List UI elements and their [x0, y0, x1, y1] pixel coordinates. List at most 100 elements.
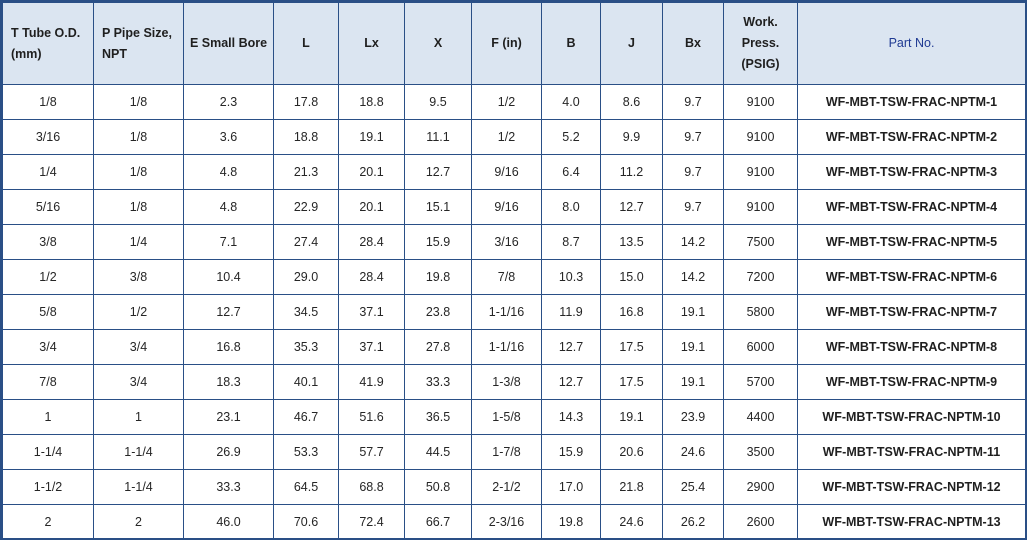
cell-f: 1-1/16 [471, 294, 542, 330]
cell-f: 9/16 [471, 154, 542, 190]
cell-work-press: 9100 [723, 154, 798, 190]
header-text: (PSIG) [741, 57, 780, 71]
cell-small-bore: 16.8 [183, 329, 274, 365]
cell-work-press: 9100 [723, 84, 798, 120]
cell-part-no: WF-MBT-TSW-FRAC-NPTM-5 [797, 224, 1026, 260]
cell-x: 9.5 [404, 84, 472, 120]
cell-tube-od: 1 [2, 399, 94, 435]
cell-x: 19.8 [404, 259, 472, 295]
header-text: NPT [102, 46, 127, 61]
cell-f: 3/16 [471, 224, 542, 260]
cell-pipe-size: 2 [93, 504, 184, 540]
cell-pipe-size: 1/2 [93, 294, 184, 330]
cell-x: 66.7 [404, 504, 472, 540]
cell-work-press: 7500 [723, 224, 798, 260]
col-header-work-press: Work. Press. (PSIG) [723, 2, 798, 85]
cell-bx: 9.7 [662, 154, 724, 190]
cell-part-no: WF-MBT-TSW-FRAC-NPTM-12 [797, 469, 1026, 505]
header-row: T Tube O.D. (mm) P Pipe Size, NPT E Smal… [2, 2, 1026, 85]
table-row: 1-1/4 1-1/4 26.9 53.3 57.7 44.5 1-7/8 15.9 20.6 2… [2, 434, 1026, 470]
table-row: 5/8 1/2 12.7 34.5 37.1 23.8 1-1/16 11.9 16.8 19.1… [2, 294, 1026, 330]
cell-small-bore: 4.8 [183, 154, 274, 190]
cell-f: 1/2 [471, 119, 542, 155]
cell-x: 50.8 [404, 469, 472, 505]
cell-lx: 19.1 [338, 119, 405, 155]
cell-tube-od: 1/8 [2, 84, 94, 120]
cell-small-bore: 4.8 [183, 189, 274, 225]
cell-f: 1/2 [471, 84, 542, 120]
cell-j: 12.7 [600, 189, 663, 225]
table-row: 3/16 1/8 3.6 18.8 19.1 11.1 1/2 5.2 9.9 9.7 9100 WF… [2, 119, 1026, 155]
cell-b: 14.3 [541, 399, 601, 435]
cell-f: 1-5/8 [471, 399, 542, 435]
col-header-tube-od: T Tube O.D. (mm) [2, 2, 94, 85]
cell-part-no: WF-MBT-TSW-FRAC-NPTM-8 [797, 329, 1026, 365]
cell-bx: 9.7 [662, 119, 724, 155]
table-body: 1/8 1/8 2.3 17.8 18.8 9.5 1/2 4.0 8.6 9.7 9100 WF-M… [2, 84, 1026, 540]
cell-j: 24.6 [600, 504, 663, 540]
cell-small-bore: 18.3 [183, 364, 274, 400]
cell-bx: 9.7 [662, 189, 724, 225]
cell-l: 17.8 [273, 84, 339, 120]
cell-x: 12.7 [404, 154, 472, 190]
cell-pipe-size: 1 [93, 399, 184, 435]
cell-f: 1-7/8 [471, 434, 542, 470]
cell-small-bore: 23.1 [183, 399, 274, 435]
cell-l: 21.3 [273, 154, 339, 190]
cell-lx: 37.1 [338, 294, 405, 330]
header-text: T Tube O.D. [11, 25, 81, 40]
cell-pipe-size: 1/8 [93, 119, 184, 155]
cell-b: 8.7 [541, 224, 601, 260]
cell-l: 70.6 [273, 504, 339, 540]
cell-j: 13.5 [600, 224, 663, 260]
cell-pipe-size: 1/8 [93, 84, 184, 120]
cell-pipe-size: 1-1/4 [93, 469, 184, 505]
cell-tube-od: 1/2 [2, 259, 94, 295]
cell-tube-od: 1/4 [2, 154, 94, 190]
cell-x: 33.3 [404, 364, 472, 400]
cell-work-press: 4400 [723, 399, 798, 435]
cell-j: 9.9 [600, 119, 663, 155]
cell-lx: 18.8 [338, 84, 405, 120]
cell-l: 64.5 [273, 469, 339, 505]
cell-f: 1-3/8 [471, 364, 542, 400]
cell-part-no: WF-MBT-TSW-FRAC-NPTM-11 [797, 434, 1026, 470]
cell-pipe-size: 1/8 [93, 154, 184, 190]
cell-pipe-size: 3/4 [93, 364, 184, 400]
cell-part-no: WF-MBT-TSW-FRAC-NPTM-3 [797, 154, 1026, 190]
cell-j: 17.5 [600, 364, 663, 400]
cell-small-bore: 12.7 [183, 294, 274, 330]
cell-part-no: WF-MBT-TSW-FRAC-NPTM-6 [797, 259, 1026, 295]
cell-b: 5.2 [541, 119, 601, 155]
cell-b: 19.8 [541, 504, 601, 540]
header-text: Part No. [888, 36, 935, 50]
cell-small-bore: 2.3 [183, 84, 274, 120]
cell-tube-od: 3/16 [2, 119, 94, 155]
cell-tube-od: 7/8 [2, 364, 94, 400]
cell-small-bore: 3.6 [183, 119, 274, 155]
cell-l: 27.4 [273, 224, 339, 260]
cell-l: 53.3 [273, 434, 339, 470]
cell-part-no: WF-MBT-TSW-FRAC-NPTM-13 [797, 504, 1026, 540]
cell-pipe-size: 1/8 [93, 189, 184, 225]
header-text: B [566, 36, 576, 50]
table-row: 1 1 23.1 46.7 51.6 36.5 1-5/8 14.3 19.1 23.9 4400 W… [2, 399, 1026, 435]
col-header-f: F (in) [471, 2, 542, 85]
cell-x: 15.9 [404, 224, 472, 260]
table-row: 1/8 1/8 2.3 17.8 18.8 9.5 1/2 4.0 8.6 9.7 9100 WF-M… [2, 84, 1026, 120]
cell-tube-od: 1-1/2 [2, 469, 94, 505]
cell-b: 8.0 [541, 189, 601, 225]
header-text: Lx [364, 36, 379, 50]
cell-lx: 51.6 [338, 399, 405, 435]
cell-f: 2-3/16 [471, 504, 542, 540]
cell-x: 11.1 [404, 119, 472, 155]
cell-bx: 9.7 [662, 84, 724, 120]
cell-lx: 20.1 [338, 154, 405, 190]
header-text: J [628, 36, 635, 50]
col-header-l: L [273, 2, 339, 85]
cell-j: 15.0 [600, 259, 663, 295]
cell-lx: 28.4 [338, 259, 405, 295]
cell-bx: 19.1 [662, 329, 724, 365]
table-row: 1/4 1/8 4.8 21.3 20.1 12.7 9/16 6.4 11.2 9.7 9100 W… [2, 154, 1026, 190]
